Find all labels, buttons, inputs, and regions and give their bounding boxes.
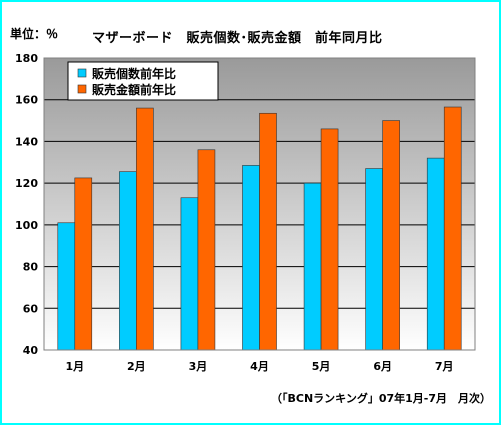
x-axis-ticks: 1月 2月 3月 4月 5月 6月 7月 [65,360,453,373]
bars [57,106,462,351]
x-tick-label: 4月 [250,360,269,373]
bar-quantity [57,222,76,351]
legend-swatch [77,84,87,94]
legend-label: 販売金額前年比 [92,82,176,97]
y-tick-label: 120 [15,177,38,190]
legend-box [67,61,219,101]
y-tick-label: 80 [23,261,39,274]
y-tick-label: 100 [15,219,38,232]
y-unit-label: 単位：％ [10,27,59,41]
bar-quantity [180,197,199,351]
x-tick-label: 5月 [312,360,331,373]
y-tick-label: 160 [15,94,38,107]
y-tick-label: 180 [15,52,38,65]
y-tick-label: 60 [23,302,39,315]
bar-amount [320,128,339,351]
bar-amount [382,120,400,351]
x-tick-label: 1月 [65,360,84,373]
x-tick-label: 6月 [373,360,392,373]
bar-amount [443,106,462,351]
bar-quantity [426,157,445,351]
bar-amount [74,177,93,351]
bar-amount [259,112,277,351]
x-tick-label: 7月 [435,360,454,373]
bar-amount [197,149,216,351]
bar-quantity [303,182,322,351]
plot-border [43,57,476,351]
legend-label: 販売個数前年比 [92,66,176,81]
source-note: （「BCNランキング」07年1月-7月 月次） [270,392,491,405]
bar-quantity [242,165,260,351]
x-tick-label: 3月 [189,360,208,373]
bar-amount [136,107,154,351]
y-tick-label: 140 [15,135,38,148]
y-axis-ticks: 40 60 80 100 120 140 160 180 [15,52,38,357]
legend-swatch [77,68,87,78]
chart-title: マザーボード 販売個数･販売金額 前年同月比 [92,31,383,46]
y-tick-label: 40 [23,344,39,357]
bar-quantity [365,168,383,351]
bar-quantity [119,171,137,351]
x-tick-label: 2月 [127,360,146,373]
